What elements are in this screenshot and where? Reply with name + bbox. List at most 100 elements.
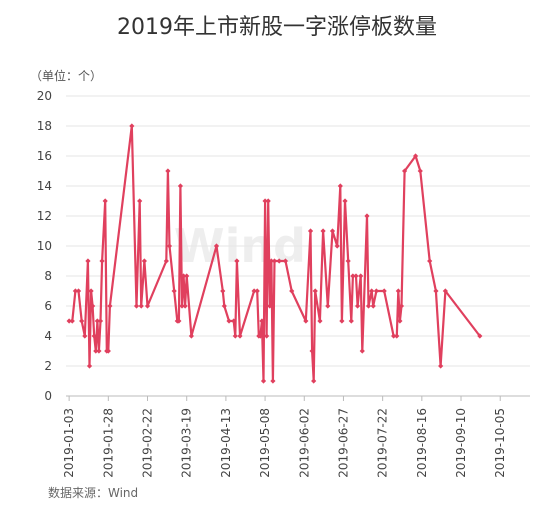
data-point — [99, 258, 105, 264]
data-point — [401, 168, 408, 174]
data-point — [184, 273, 190, 279]
data-point — [312, 288, 318, 294]
data-point — [337, 183, 343, 189]
data-point — [85, 258, 91, 264]
data-point — [129, 123, 135, 129]
data-point — [433, 288, 439, 294]
series — [66, 123, 483, 384]
data-point — [265, 198, 271, 204]
data-point — [391, 333, 397, 339]
unit-label: （单位：个） — [30, 68, 102, 83]
data-point — [144, 303, 151, 309]
data-point — [232, 333, 238, 339]
data-point — [311, 378, 317, 384]
data-point — [276, 258, 282, 264]
y-tick-label: 6 — [44, 299, 52, 313]
x-tick-label: 2019-06-02 — [297, 408, 311, 478]
chart-title: 2019年上市新股一字涨停板数量 — [117, 15, 437, 40]
data-point — [303, 318, 309, 324]
data-point — [325, 303, 331, 309]
data-point — [262, 198, 268, 204]
data-point — [365, 303, 372, 309]
data-point — [427, 258, 433, 264]
data-point — [138, 303, 144, 309]
data-point — [309, 348, 315, 354]
x-tick-label: 2019-01-03 — [62, 408, 76, 478]
data-point — [359, 348, 365, 354]
data-point — [271, 258, 278, 264]
data-point — [345, 258, 351, 264]
y-tick-label: 14 — [37, 179, 52, 193]
data-point — [231, 318, 237, 324]
data-point — [220, 288, 226, 294]
data-point — [257, 333, 263, 339]
data-point — [69, 318, 75, 324]
data-point — [353, 273, 359, 279]
data-point — [188, 333, 195, 339]
y-axis-ticks: 0 2 4 6 8 10 12 14 16 18 20 — [37, 89, 52, 403]
data-point — [179, 303, 185, 309]
data-point — [329, 228, 336, 234]
x-tick-label: 2019-02-22 — [141, 408, 155, 478]
y-tick-label: 8 — [44, 269, 52, 283]
data-point — [442, 288, 448, 294]
data-point — [334, 243, 340, 249]
data-point — [381, 288, 387, 294]
data-point — [213, 243, 220, 249]
data-point — [477, 333, 483, 339]
data-point — [93, 348, 99, 354]
data-point — [264, 333, 270, 339]
data-point — [373, 288, 379, 294]
x-tick-label: 2019-07-22 — [376, 408, 390, 478]
data-point — [237, 333, 243, 339]
data-point — [394, 333, 400, 339]
data-point — [350, 273, 356, 279]
x-tick-label: 2019-03-19 — [180, 408, 194, 478]
data-point — [88, 288, 94, 294]
x-tick-label: 2019-09-10 — [454, 408, 468, 478]
data-point — [226, 318, 232, 324]
data-point — [251, 288, 257, 294]
data-point — [317, 318, 323, 324]
data-point — [289, 288, 295, 294]
y-tick-label: 2 — [44, 359, 52, 373]
data-point — [397, 318, 403, 324]
y-tick-label: 12 — [37, 209, 52, 223]
data-point — [234, 258, 240, 264]
data-point — [176, 318, 182, 324]
data-point — [177, 183, 184, 189]
data-point — [96, 348, 102, 354]
data-point — [105, 348, 111, 354]
x-tick-label: 2019-05-08 — [258, 408, 272, 478]
x-axis-ticks: 2019-01-03 2019-01-28 2019-02-22 2019-03-19… — [62, 396, 507, 478]
y-tick-label: 18 — [37, 119, 52, 133]
data-point — [259, 318, 265, 324]
data-point — [260, 378, 267, 384]
data-point — [358, 273, 364, 279]
data-point — [165, 168, 171, 174]
x-tick-label: 2019-08-16 — [415, 408, 429, 478]
y-tick-label: 4 — [44, 329, 52, 343]
data-point — [72, 288, 79, 294]
data-point — [254, 288, 260, 294]
data-point — [94, 318, 100, 324]
data-point — [417, 168, 423, 174]
data-point — [79, 318, 85, 324]
data-point — [307, 228, 314, 234]
data-point — [342, 198, 348, 204]
data-point — [364, 213, 370, 219]
data-point — [268, 258, 274, 264]
data-point — [320, 228, 326, 234]
x-tick-label: 2019-10-05 — [493, 408, 507, 478]
data-point — [395, 288, 401, 294]
data-point — [137, 198, 143, 204]
data-point — [133, 303, 140, 309]
data-point — [354, 303, 361, 309]
source-label: 数据来源：Wind — [48, 485, 138, 500]
data-point — [270, 378, 276, 384]
data-point — [66, 318, 72, 324]
data-point — [86, 363, 93, 369]
data-point — [90, 303, 96, 309]
data-point — [91, 333, 97, 339]
